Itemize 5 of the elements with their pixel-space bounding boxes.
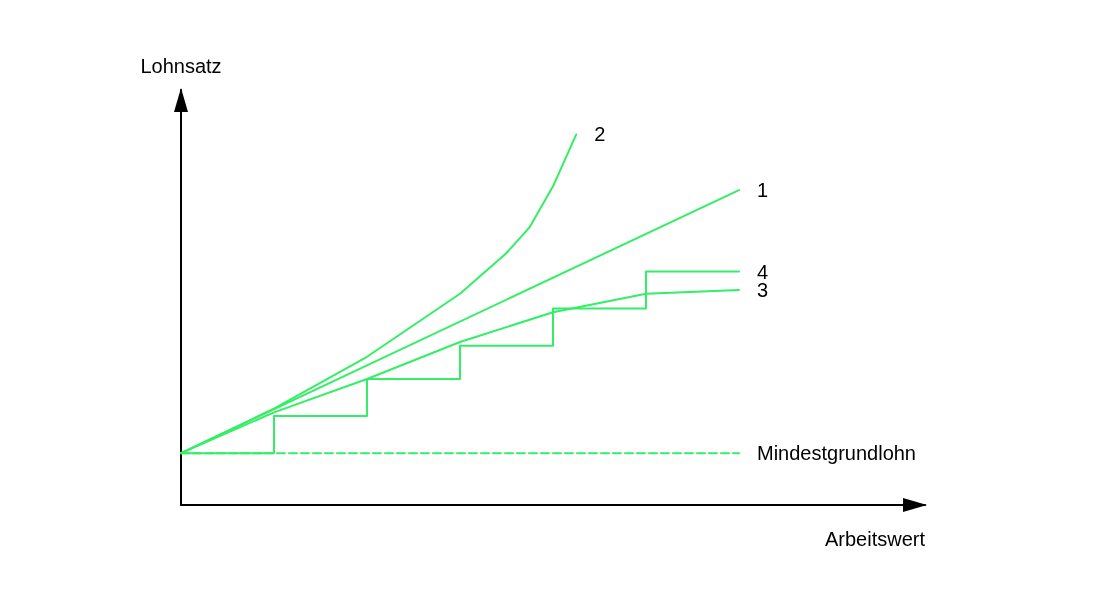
series-label: 2: [594, 123, 606, 146]
series-label: 1: [757, 179, 769, 202]
series-label: Mindestgrundlohn: [757, 442, 916, 465]
y-axis-title: Lohnsatz: [140, 55, 222, 77]
x-axis-title: Arbeitswert: [824, 528, 926, 550]
